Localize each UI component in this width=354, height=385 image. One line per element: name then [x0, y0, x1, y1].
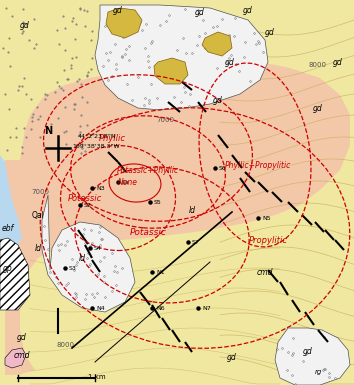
Polygon shape [154, 58, 188, 84]
Text: ebf: ebf [2, 224, 14, 233]
Text: 7000: 7000 [31, 189, 49, 195]
Text: 8000: 8000 [56, 342, 74, 348]
Polygon shape [106, 8, 142, 38]
Text: Potassic: Potassic [130, 228, 166, 236]
Text: gd: gd [227, 353, 237, 363]
Text: 1 km: 1 km [88, 374, 105, 380]
Text: gp: gp [3, 263, 13, 273]
Text: ld: ld [188, 206, 195, 214]
Text: None: None [118, 177, 138, 186]
Text: 44°2'23.8"N: 44°2'23.8"N [78, 134, 116, 139]
Polygon shape [95, 5, 268, 110]
Text: gd: gd [213, 95, 223, 104]
Text: 109°38'38.3"W: 109°38'38.3"W [72, 144, 120, 149]
Text: Potassic: Potassic [68, 194, 102, 203]
Text: gd: gd [265, 27, 275, 37]
Text: N6: N6 [156, 306, 165, 310]
Text: Phyllic+Propylitic: Phyllic+Propylitic [225, 161, 291, 169]
Text: Phyllic: Phyllic [98, 134, 126, 142]
Text: gd: gd [17, 333, 27, 343]
Text: Potassic+Phyllic: Potassic+Phyllic [117, 166, 179, 174]
Text: S3: S3 [69, 266, 77, 271]
Text: S5: S5 [154, 199, 162, 204]
Polygon shape [5, 60, 350, 375]
Polygon shape [202, 32, 232, 56]
Text: ld: ld [34, 243, 41, 253]
Text: rg: rg [314, 369, 322, 375]
Polygon shape [0, 238, 30, 310]
Text: Propylitic: Propylitic [249, 236, 287, 244]
Text: cmd: cmd [14, 350, 30, 360]
Text: gd: gd [243, 5, 253, 15]
Text: N3: N3 [96, 186, 105, 191]
Text: S6: S6 [219, 166, 227, 171]
Text: N7: N7 [202, 306, 211, 310]
Text: S7: S7 [192, 239, 200, 244]
Text: N1: N1 [156, 270, 165, 275]
Text: S2: S2 [84, 203, 92, 208]
Text: Sa: Sa [122, 179, 130, 184]
Text: gd: gd [225, 57, 235, 67]
Text: gd: gd [113, 5, 123, 15]
Text: ld: ld [79, 253, 86, 263]
Polygon shape [5, 348, 26, 368]
Text: gd: gd [195, 7, 205, 17]
Polygon shape [0, 155, 22, 248]
Text: gd: gd [303, 348, 313, 357]
Text: N: N [44, 126, 52, 136]
Text: gd: gd [313, 104, 323, 112]
Text: N4: N4 [96, 306, 105, 310]
Text: gd: gd [333, 57, 343, 67]
Text: Qal: Qal [32, 211, 45, 219]
Polygon shape [275, 328, 350, 385]
Text: S4: S4 [94, 246, 102, 251]
Polygon shape [42, 195, 135, 312]
Text: 8000: 8000 [309, 62, 327, 68]
Text: gd: gd [20, 20, 30, 30]
Text: 7000: 7000 [156, 117, 174, 123]
Text: cmd: cmd [257, 268, 273, 276]
Text: N5: N5 [262, 216, 270, 221]
